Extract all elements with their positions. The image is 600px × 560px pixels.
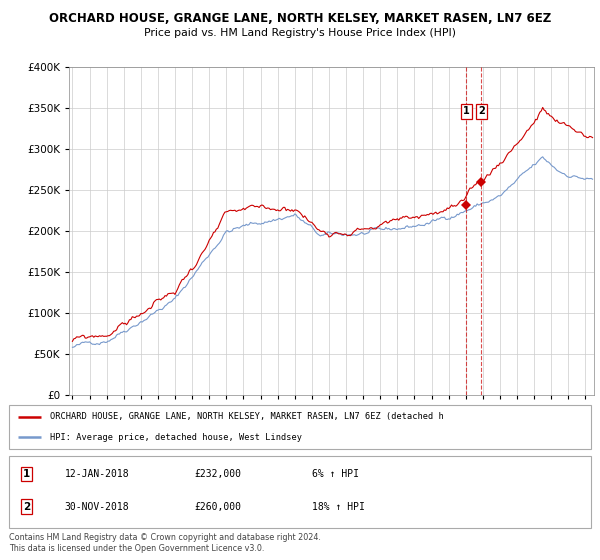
FancyBboxPatch shape [9,456,591,528]
Text: 1: 1 [23,469,30,479]
Text: 2: 2 [478,106,485,116]
Text: 18% ↑ HPI: 18% ↑ HPI [312,502,365,511]
Text: £232,000: £232,000 [194,469,241,479]
Text: 12-JAN-2018: 12-JAN-2018 [65,469,130,479]
FancyBboxPatch shape [9,405,591,449]
Text: 2: 2 [23,502,30,511]
Text: ORCHARD HOUSE, GRANGE LANE, NORTH KELSEY, MARKET RASEN, LN7 6EZ: ORCHARD HOUSE, GRANGE LANE, NORTH KELSEY… [49,12,551,25]
Text: 30-NOV-2018: 30-NOV-2018 [65,502,130,511]
Text: HPI: Average price, detached house, West Lindsey: HPI: Average price, detached house, West… [50,433,302,442]
Text: £260,000: £260,000 [194,502,241,511]
Text: Contains HM Land Registry data © Crown copyright and database right 2024.
This d: Contains HM Land Registry data © Crown c… [9,533,321,553]
Text: ORCHARD HOUSE, GRANGE LANE, NORTH KELSEY, MARKET RASEN, LN7 6EZ (detached h: ORCHARD HOUSE, GRANGE LANE, NORTH KELSEY… [50,412,444,421]
Text: 1: 1 [463,106,470,116]
Text: Price paid vs. HM Land Registry's House Price Index (HPI): Price paid vs. HM Land Registry's House … [144,28,456,38]
Text: 6% ↑ HPI: 6% ↑ HPI [312,469,359,479]
